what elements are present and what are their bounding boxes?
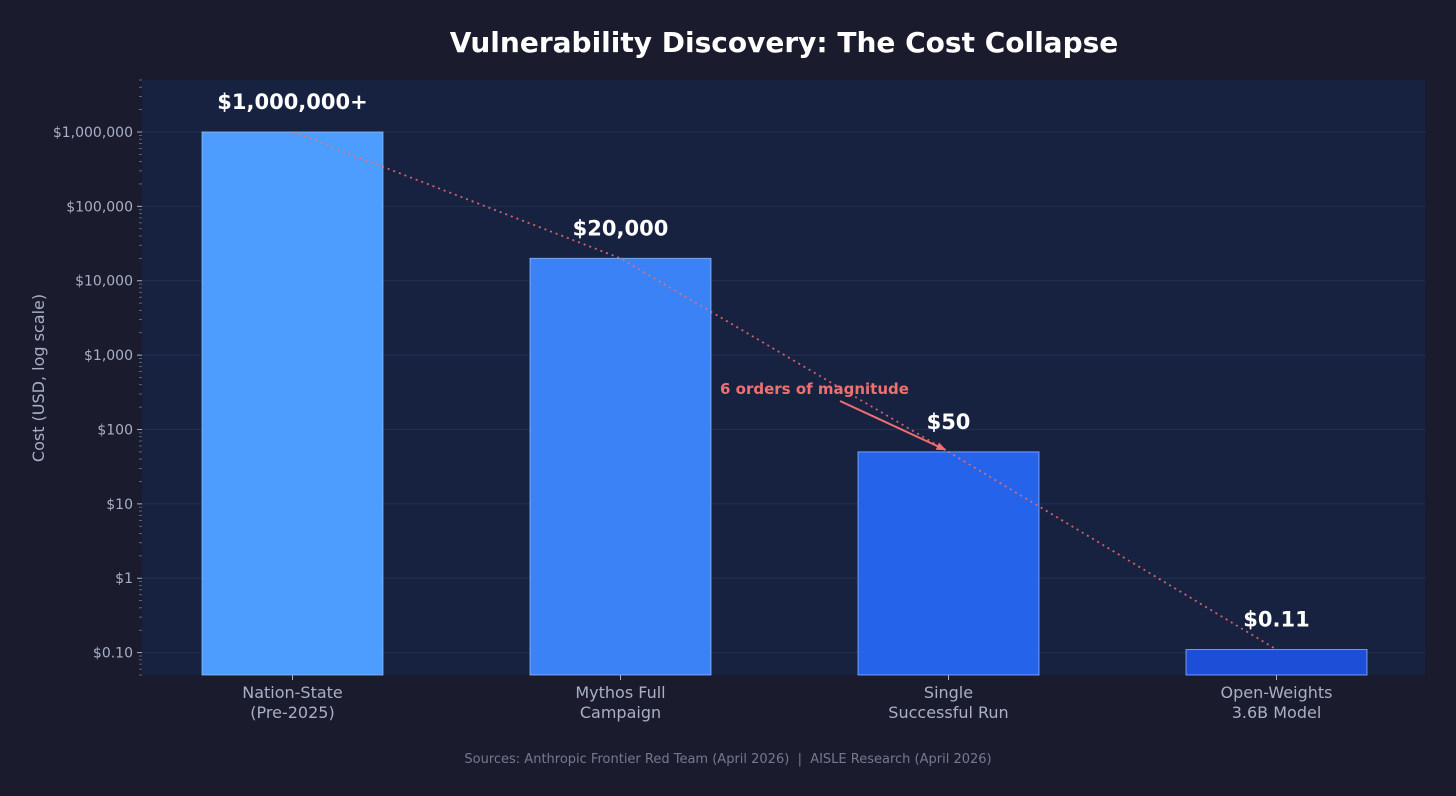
y-tick-label: $100 — [97, 422, 133, 438]
bar — [201, 131, 384, 676]
y-tick-label: $1 — [115, 571, 133, 587]
y-tick-label: $100,000 — [66, 199, 133, 215]
bar — [857, 451, 1040, 676]
x-tick-label: Mythos Full Campaign — [575, 683, 665, 722]
chart-title: Vulnerability Discovery: The Cost Collap… — [450, 26, 1119, 59]
y-tick-label: $1,000,000 — [53, 125, 133, 141]
value-label: $1,000,000+ — [217, 90, 367, 114]
minor-ticks — [139, 79, 142, 676]
value-label: $20,000 — [573, 216, 669, 240]
bar — [529, 257, 712, 676]
value-label: $50 — [927, 410, 971, 434]
annotation-arrow — [839, 400, 947, 451]
source-note: Sources: Anthropic Frontier Red Team (Ap… — [464, 752, 991, 767]
y-tick-label: $0.10 — [93, 646, 133, 662]
annotation: 6 orders of magnitude — [720, 380, 947, 451]
x-tick-label: Open-Weights 3.6B Model — [1221, 683, 1333, 722]
y-tick-label: $10 — [106, 497, 133, 513]
x-tick-label: Nation-State (Pre-2025) — [242, 683, 343, 722]
y-axis-label: Cost (USD, log scale) — [29, 294, 48, 462]
bars — [201, 131, 1368, 676]
x-axis-ticks: Nation-State (Pre-2025) Mythos Full Campaig… — [242, 675, 1332, 722]
trend-polyline — [292, 131, 1277, 651]
y-tick-label: $1,000 — [84, 348, 133, 364]
value-label: $0.11 — [1243, 608, 1309, 632]
trend-line — [292, 131, 1277, 651]
value-labels: $1,000,000+ $20,000 $50 $0.11 — [217, 90, 1309, 632]
bar — [1185, 649, 1368, 676]
y-tick-label: $10,000 — [75, 274, 133, 290]
annotation-text: 6 orders of magnitude — [720, 380, 909, 398]
y-axis-ticks: $1,000,000 $100,000 $10,000 $1,000 $100 $10 $1… — [53, 125, 142, 662]
x-tick-label: Single Successful Run — [888, 683, 1008, 722]
